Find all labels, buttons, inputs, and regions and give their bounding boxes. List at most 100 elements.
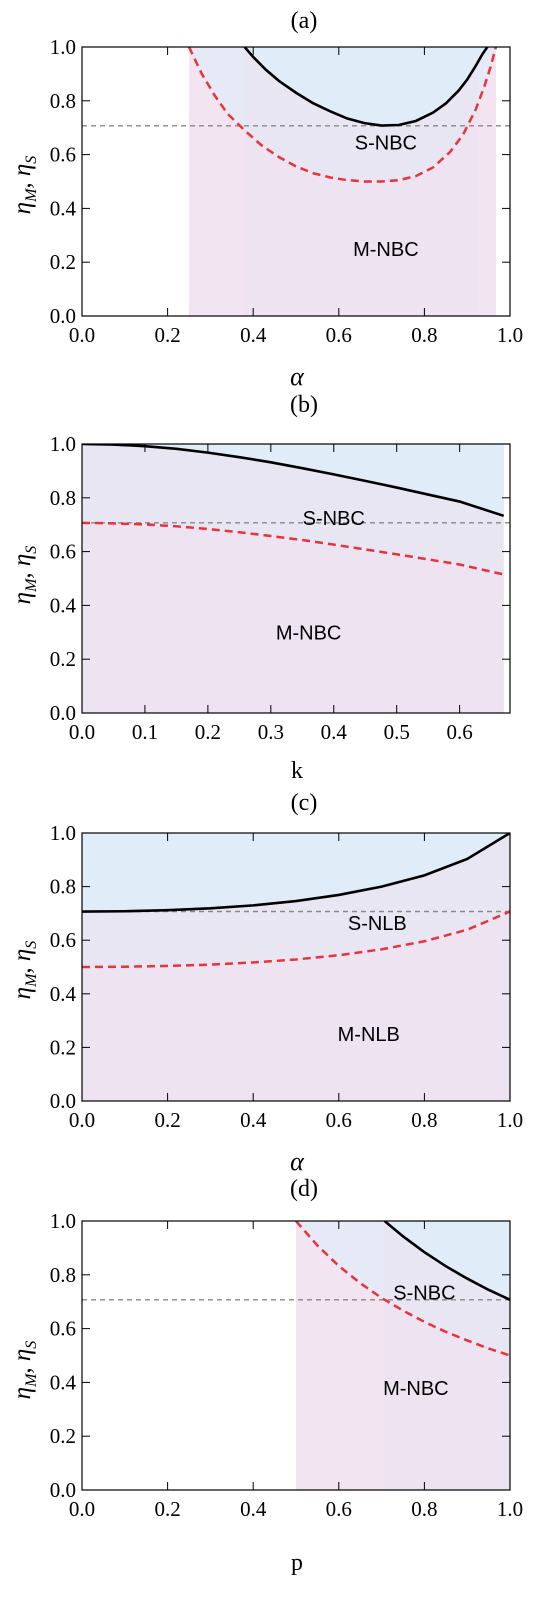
y-tick-label: 0.8: [50, 89, 76, 113]
y-tick-label: 0.4: [50, 196, 77, 220]
svg-text:ηM, ηS: ηM, ηS: [9, 156, 40, 215]
y-tick-label: 0.6: [50, 928, 76, 952]
x-tick-label: 0.2: [154, 1108, 180, 1132]
plot-area: S-NBC M-NBC 0.0 0.2 0.4 0.6 0.8 1.0 0.0 0.2 0.4 0.6…: [50, 1209, 523, 1521]
plot-inner: [82, 444, 510, 713]
x-tick-label: 0.6: [326, 1108, 352, 1132]
y-tick-label: 0.2: [50, 1424, 76, 1448]
x-tick-label: 1.0: [497, 323, 523, 347]
y-tick-label: 0.6: [50, 540, 76, 564]
y-tick-label: 0.0: [50, 701, 76, 725]
y-tick-label: 0.6: [50, 143, 76, 167]
plot-frame: [81, 832, 511, 1102]
svg-text:ηM, ηS: ηM, ηS: [9, 941, 40, 1000]
y-tick-label: 0.0: [50, 304, 76, 328]
x-tick-label: 0.4: [240, 1497, 267, 1521]
dashed-curve: [295, 1221, 510, 1357]
region-label: M-NBC: [383, 1378, 449, 1400]
plot-area: S-NBC M-NBC 0.0 0.2 0.4 0.6 0.8 1.0 0.0 0.2 0.4 0.6…: [50, 35, 523, 347]
y-axis-label: ηM, ηS: [9, 941, 40, 1000]
region-label: M-NBC: [353, 239, 419, 261]
panel-d: (d) p ηM, ηS S-NBC M-NBC 0.0 0.2 0.4 0.6 0.8 1.…: [9, 1176, 523, 1576]
panel-c: (c) α ηM, ηS S-NLB M-NLB 0.0 0.2 0.4 0.6 0.8 1.…: [9, 790, 523, 1176]
plot-area: S-NLB M-NLB 0.0 0.2 0.4 0.6 0.8 1.0 0.0 0.2 0.4 0.6…: [50, 821, 523, 1132]
y-axis-label: ηM, ηS: [9, 1341, 40, 1400]
x-axis-label: α: [290, 1147, 305, 1176]
plot-frame: [81, 443, 511, 714]
y-tick-label: 0.2: [50, 250, 76, 274]
y-tick-label: 1.0: [50, 35, 76, 59]
y-axis-label: ηM, ηS: [9, 546, 40, 605]
region-s-area: [384, 1221, 510, 1300]
x-tick-label: 0.0: [69, 1497, 95, 1521]
region-s-area: [244, 47, 488, 126]
dashed-curve: [187, 47, 498, 183]
panel-a: (a) α ηM, ηS S-NBC M-NBC 0.0 0.2 0.4 0.6 0.8 1.…: [9, 8, 523, 391]
solid-curve: [82, 444, 505, 518]
x-tick-label: 0.3: [258, 720, 284, 744]
region-label: M-NBC: [276, 622, 342, 644]
plot-inner: [82, 1221, 510, 1490]
x-tick-label: 1.0: [497, 1497, 523, 1521]
x-tick-label: 0.2: [154, 323, 180, 347]
y-tick-label: 0.0: [50, 1478, 76, 1502]
region-label: S-NLB: [348, 913, 407, 935]
x-tick-label: 1.0: [497, 1108, 523, 1132]
plot-area: S-NBC M-NBC 0.0 0.1 0.2 0.3 0.4 0.5 0.6 0.0 0.2 0.4…: [50, 432, 511, 744]
panel-label: (d): [290, 1176, 318, 1202]
x-tick-label: 0.2: [195, 720, 221, 744]
y-tick-label: 0.6: [50, 1317, 76, 1341]
region-s-area: [82, 444, 504, 516]
y-tick-label: 0.0: [50, 1089, 76, 1113]
x-axis-label: p: [291, 1550, 303, 1576]
y-tick-label: 0.2: [50, 1035, 76, 1059]
dashed-curve: [82, 521, 504, 576]
x-tick-label: 0.6: [326, 1497, 352, 1521]
x-axis-label: k: [291, 758, 303, 784]
dashed-curve: [82, 910, 510, 969]
panel-label: (a): [291, 8, 318, 34]
y-tick-label: 0.4: [50, 593, 77, 617]
y-axis-label: ηM, ηS: [9, 156, 40, 215]
panel-b: (b) k ηM, ηS S-NBC M-NBC 0.0 0.1 0.2 0.3 0.4 0.…: [9, 392, 511, 784]
solid-curve: [82, 833, 510, 913]
region-s-area: [82, 833, 510, 912]
x-tick-label: 0.8: [411, 323, 437, 347]
x-tick-label: 0.1: [132, 720, 158, 744]
x-tick-label: 0.4: [321, 720, 348, 744]
y-tick-label: 0.8: [50, 1263, 76, 1287]
x-tick-label: 0.0: [69, 323, 95, 347]
x-tick-label: 0.8: [411, 1497, 437, 1521]
x-tick-label: 0.6: [326, 323, 352, 347]
plot-inner: [82, 47, 510, 316]
plot-inner: [82, 833, 510, 1101]
y-tick-label: 0.4: [50, 982, 77, 1006]
y-tick-label: 0.2: [50, 647, 76, 671]
region-label: S-NBC: [303, 508, 365, 530]
y-tick-label: 1.0: [50, 821, 76, 845]
solid-curve: [383, 1221, 510, 1301]
x-tick-label: 0.4: [240, 323, 267, 347]
y-tick-label: 0.4: [50, 1370, 77, 1394]
svg-text:ηM, ηS: ηM, ηS: [9, 1341, 40, 1400]
x-tick-label: 0.5: [384, 720, 410, 744]
x-tick-label: 0.8: [411, 1108, 437, 1132]
x-tick-label: 0.2: [154, 1497, 180, 1521]
region-label: S-NBC: [355, 132, 417, 154]
panel-label: (c): [291, 790, 318, 816]
x-tick-label: 0.6: [447, 720, 473, 744]
y-tick-label: 1.0: [50, 1209, 76, 1233]
region-label: M-NLB: [338, 1024, 400, 1046]
x-tick-label: 0.0: [69, 720, 95, 744]
x-tick-label: 0.4: [240, 1108, 267, 1132]
x-tick-label: 0.0: [69, 1108, 95, 1132]
solid-curve: [243, 47, 489, 127]
svg-text:ηM, ηS: ηM, ηS: [9, 546, 40, 605]
y-tick-label: 1.0: [50, 432, 76, 456]
region-label: S-NBC: [393, 1282, 455, 1304]
plot-frame: [81, 46, 511, 317]
panel-label: (b): [290, 392, 318, 418]
x-axis-label: α: [290, 362, 305, 391]
y-tick-label: 0.8: [50, 875, 76, 899]
